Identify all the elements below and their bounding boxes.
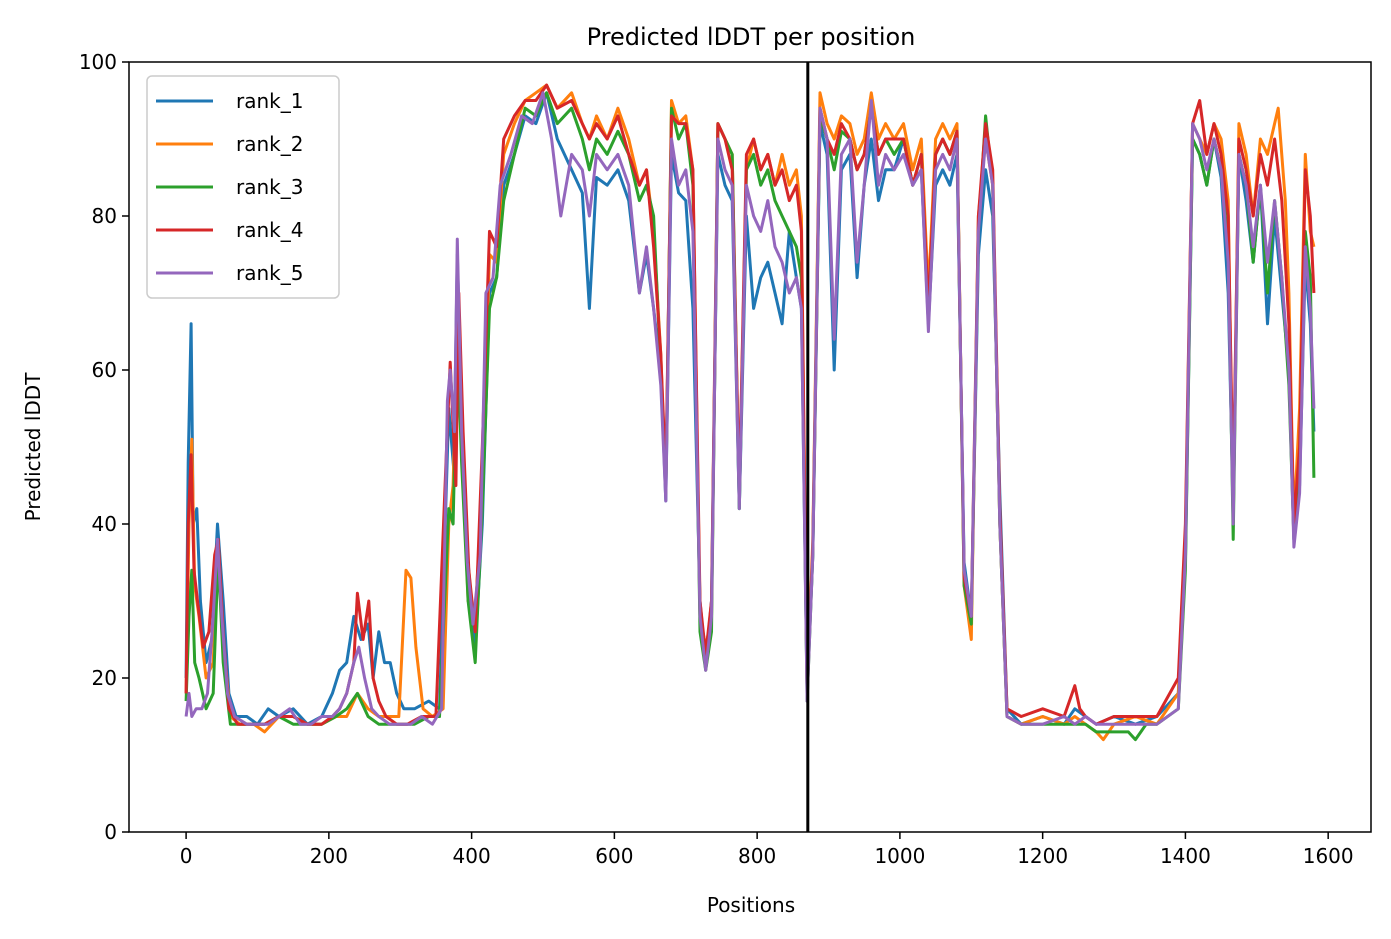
y-tick-label: 40 [92,512,117,536]
series-line-rank-2 [184,83,1316,742]
y-axis-title: Predicted lDDT [21,372,45,522]
y-tick-label: 20 [92,666,117,690]
legend-label-rank-3: rank_3 [236,175,303,199]
legend-label-rank-5: rank_5 [236,261,303,285]
x-tick-label: 600 [595,844,633,868]
x-tick-label: 1600 [1303,844,1354,868]
x-tick-label: 200 [310,844,348,868]
series-layer [184,83,1316,742]
x-axis: 0 200 400 600 800 1000 1200 1400 1600 [180,832,1354,868]
x-tick-label: 0 [180,844,193,868]
x-tick-label: 400 [453,844,491,868]
x-tick-label: 1200 [1017,844,1068,868]
legend-label-rank-1: rank_1 [236,89,303,113]
y-tick-label: 60 [92,358,117,382]
x-tick-label: 800 [738,844,776,868]
series-line-rank-5 [184,91,1316,726]
y-tick-label: 100 [79,50,117,74]
y-tick-label: 0 [104,820,117,844]
plot-frame [128,61,1372,833]
legend: rank_1 rank_2 rank_3 rank_4 rank_5 [146,75,340,299]
x-axis-title: Positions [707,893,795,917]
legend-label-rank-4: rank_4 [236,218,303,242]
y-axis: 0 20 40 60 80 100 [79,50,129,844]
legend-label-rank-2: rank_2 [236,132,303,156]
chart-title: Predicted lDDT per position [587,23,916,51]
y-tick-label: 80 [92,204,117,228]
x-tick-label: 1400 [1160,844,1211,868]
x-tick-label: 1000 [874,844,925,868]
legend-box [146,75,340,299]
